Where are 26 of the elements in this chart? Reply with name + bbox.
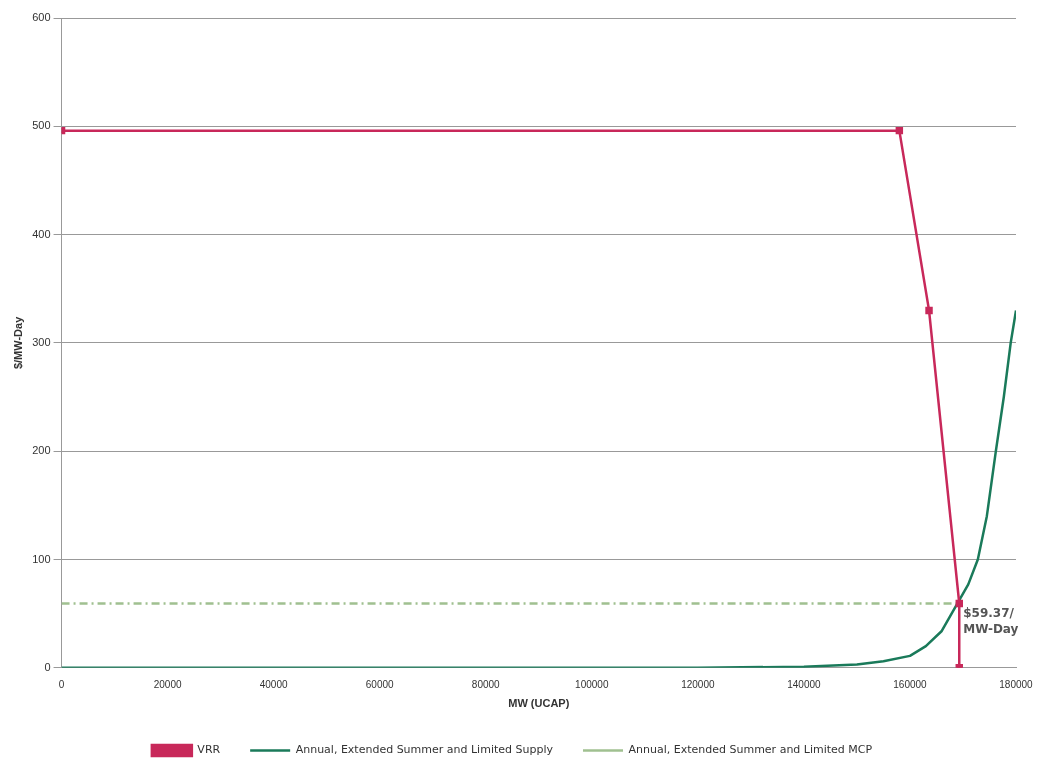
- x-tick-label: 20000: [153, 678, 182, 690]
- point: [955, 599, 963, 608]
- y-tick-label: 600: [32, 11, 51, 24]
- y-tick-label: 0: [44, 660, 51, 673]
- y-tick-label: 400: [32, 227, 51, 240]
- x-tick-label: 180000: [999, 678, 1034, 690]
- x-tick-label: 60000: [365, 678, 395, 690]
- y-axis-title: $/MW-Day: [11, 315, 24, 370]
- x-tick-label: 100000: [575, 678, 609, 690]
- x-tick-label: 40000: [259, 678, 288, 690]
- x-tick-label: 0: [58, 678, 65, 690]
- point: [925, 306, 933, 315]
- legend-label: Annual, Extended Summer and Limited MCP: [628, 743, 873, 757]
- x-tick-label: 160000: [893, 678, 928, 690]
- point: [895, 126, 904, 135]
- x-tick-label: 80000: [471, 678, 501, 690]
- annotation: $59.37/ MW-Day: [963, 605, 1019, 636]
- x-tick-label: 140000: [787, 678, 822, 690]
- legend-label: VRR: [197, 743, 221, 757]
- y-tick-label: 500: [32, 119, 51, 132]
- y-tick-label: 200: [32, 444, 51, 457]
- y-tick-label: 300: [32, 335, 51, 348]
- y-tick-label: 100: [32, 552, 51, 565]
- x-tick-label: 120000: [681, 678, 715, 690]
- legend-label: Annual, Extended Summer and Limited Supply: [295, 743, 554, 757]
- x-axis-title: MW (UCAP): [508, 697, 570, 710]
